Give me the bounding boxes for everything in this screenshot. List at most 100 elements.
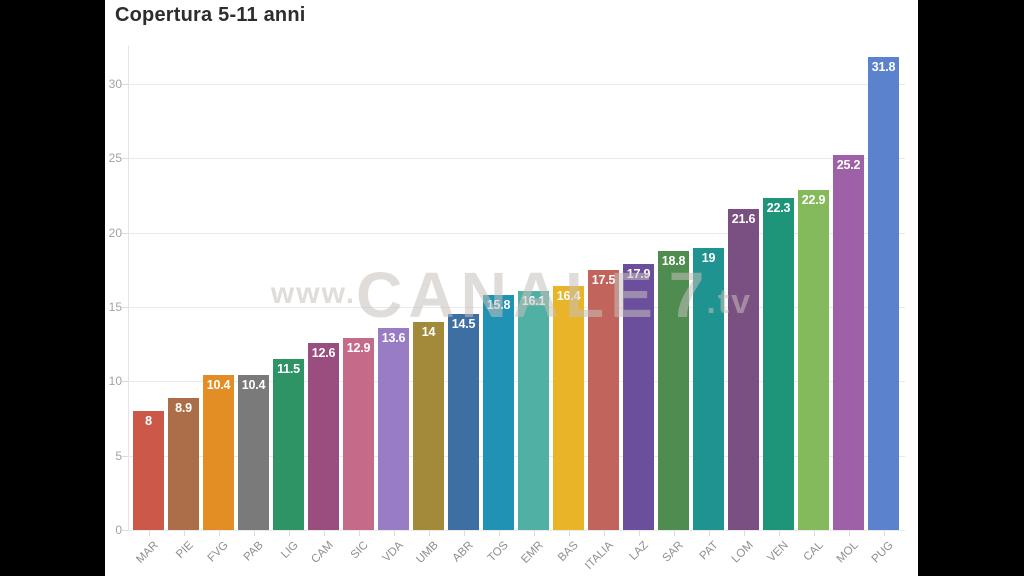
bar-value-label-ITALIA: 17.5: [591, 272, 616, 287]
bar-MOL: 25.2: [833, 155, 864, 530]
x-tick-TOS: [498, 531, 500, 536]
bar-value-label-PAT: 19: [701, 250, 716, 265]
bar-value-label-ABR: 14.5: [451, 317, 476, 332]
bar-ITALIA: 17.5: [588, 269, 619, 530]
bar-value-label-PAB: 10.4: [241, 378, 266, 393]
x-label-SAR: SAR: [660, 539, 686, 565]
x-tick-EMR: [533, 531, 535, 536]
x-tick-LIG: [288, 531, 290, 536]
x-label-CAL: CAL: [800, 539, 826, 564]
y-tick-label-5: 5: [115, 448, 122, 463]
left-black-band: [0, 0, 105, 576]
x-tick-PAT: [708, 531, 710, 536]
y-tick-label-10: 10: [108, 374, 122, 389]
bar-value-label-SAR: 18.8: [661, 253, 686, 268]
bar-PAT: 19: [693, 247, 724, 530]
bar-value-label-LIG: 11.5: [277, 362, 300, 377]
bar-VDA: 13.6: [378, 327, 409, 530]
plot-area: 0 5 10 15 20 25 30 8 MAR 8.9 PIE 10.4 FVG 10.4 PAB 11.5…: [105, 0, 918, 576]
bar-value-label-TOS: 15.8: [486, 298, 511, 313]
bar-SAR: 18.8: [658, 250, 689, 530]
bar-value-label-VDA: 13.6: [381, 330, 406, 345]
bar-VEN: 22.3: [763, 198, 794, 530]
x-label-TOS: TOS: [485, 539, 511, 565]
x-tick-VEN: [778, 531, 780, 536]
bar-value-label-BAS: 16.4: [556, 289, 581, 304]
y-tick-label-15: 15: [108, 300, 122, 314]
y-axis-line: [128, 46, 129, 530]
bar-LIG: 11.5: [273, 359, 304, 530]
x-tick-MOL: [848, 531, 850, 536]
bar-BAS: 16.4: [553, 286, 584, 530]
y-tick-mark-5: [122, 455, 128, 457]
x-label-UMB: UMB: [413, 539, 441, 566]
gridline-10: [128, 381, 905, 383]
x-label-PIE: PIE: [173, 539, 196, 561]
x-label-LOM: LOM: [729, 539, 756, 566]
bar-value-label-CAM: 12.6: [311, 345, 336, 360]
bar-value-label-UMB: 14: [421, 324, 436, 339]
x-label-PUG: PUG: [869, 539, 896, 566]
gridline-5: [128, 455, 905, 457]
x-label-ITALIA: ITALIA: [582, 539, 616, 573]
x-label-VEN: VEN: [765, 539, 791, 565]
bar-TOS: 15.8: [483, 295, 514, 530]
x-label-SIC: SIC: [348, 539, 371, 562]
bar-PIE: 8.9: [168, 397, 199, 530]
bar-EMR: 16.1: [518, 290, 549, 530]
gridline-25: [128, 158, 905, 160]
bar-value-label-VEN: 22.3: [766, 201, 791, 216]
x-label-LAZ: LAZ: [626, 539, 651, 563]
x-tick-SAR: [673, 531, 675, 536]
bar-UMB: 14: [413, 321, 444, 530]
bar-value-label-PUG: 31.8: [871, 60, 896, 75]
y-tick-label-30: 30: [108, 77, 122, 91]
x-label-PAB: PAB: [241, 539, 266, 564]
x-tick-ITALIA: [603, 531, 605, 536]
x-tick-PUG: [883, 531, 885, 536]
y-tick-label-25: 25: [108, 151, 122, 166]
gridline-0: [128, 530, 905, 531]
x-tick-LOM: [743, 531, 745, 536]
x-label-BAS: BAS: [555, 539, 581, 565]
x-tick-PIE: [183, 531, 185, 536]
y-tick-mark-10: [122, 381, 128, 383]
y-tick-mark-20: [122, 232, 128, 234]
bar-MAR: 8: [133, 411, 164, 530]
bar-value-label-EMR: 16.1: [521, 293, 546, 308]
chart-panel: Copertura 5-11 anni 0 5 10 15 20 25 30 8 MAR 8.9 P…: [105, 0, 918, 576]
bar-value-label-MOL: 25.2: [836, 158, 861, 173]
bar-value-label-FVG: 10.4: [206, 378, 231, 393]
bar-value-label-LAZ: 17.9: [626, 266, 651, 281]
bar-value-label-SIC: 12.9: [346, 341, 371, 356]
x-label-VDA: VDA: [380, 539, 406, 565]
x-tick-MAR: [148, 531, 150, 536]
gridline-30: [128, 84, 905, 85]
bar-value-label-MAR: 8: [145, 414, 152, 429]
gridline-15: [128, 307, 905, 308]
bar-SIC: 12.9: [343, 338, 374, 530]
bar-LOM: 21.6: [728, 208, 759, 530]
bar-ABR: 14.5: [448, 314, 479, 530]
x-label-EMR: EMR: [518, 539, 546, 566]
x-label-ABR: ABR: [450, 539, 476, 565]
bar-LAZ: 17.9: [623, 263, 654, 530]
bar-PUG: 31.8: [868, 57, 899, 530]
x-tick-FVG: [218, 531, 220, 536]
x-tick-ABR: [463, 531, 465, 536]
x-tick-BAS: [568, 531, 570, 536]
right-black-band: [918, 0, 1024, 576]
bar-value-label-CAL: 22.9: [801, 192, 826, 207]
y-tick-mark-25: [122, 158, 128, 160]
x-label-LIG: LIG: [278, 539, 301, 561]
x-tick-CAL: [813, 531, 815, 536]
gridline-20: [128, 232, 905, 234]
x-tick-UMB: [428, 531, 430, 536]
y-tick-mark-30: [122, 84, 128, 85]
x-tick-PAB: [253, 531, 255, 536]
bar-PAB: 10.4: [238, 375, 269, 530]
bar-CAM: 12.6: [308, 342, 339, 530]
bar-value-label-PIE: 8.9: [175, 400, 192, 415]
bar-CAL: 22.9: [798, 189, 829, 530]
